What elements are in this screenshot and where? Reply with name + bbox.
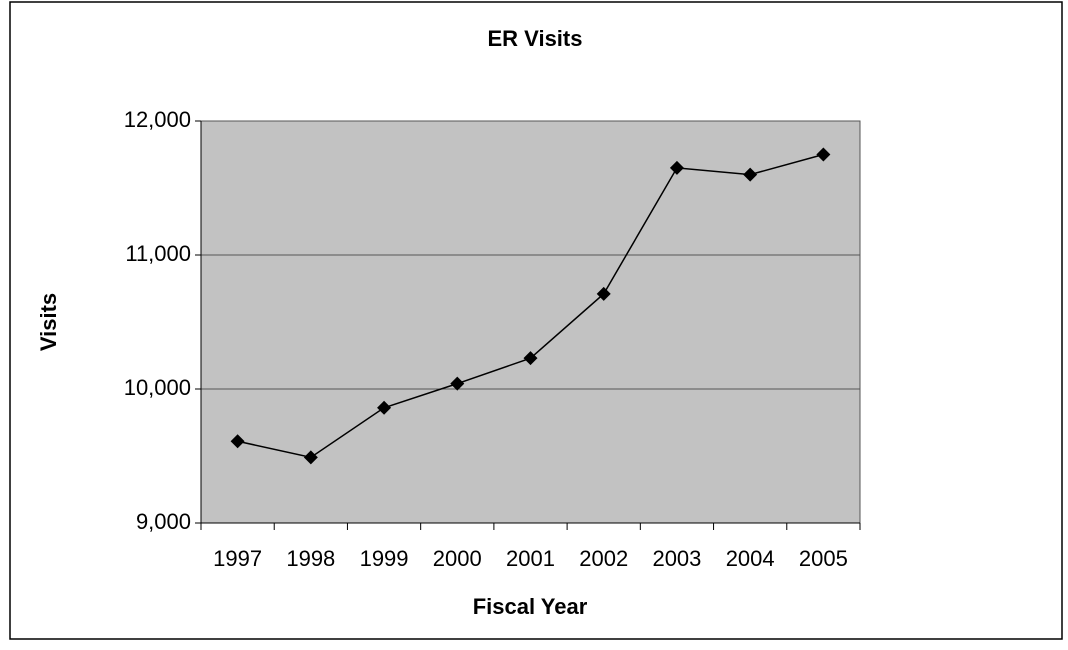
data-point [743,167,758,182]
data-point [377,400,392,415]
x-tick-label: 2002 [579,546,628,571]
x-tick-label: 1998 [286,546,335,571]
data-point [816,147,831,162]
y-tick-label: 9,000 [136,509,191,534]
chart-title: ER Visits [488,26,583,51]
x-tick-label: 2005 [799,546,848,571]
y-tick-label: 11,000 [125,241,191,266]
x-tick-label: 2000 [433,546,482,571]
y-tick-label: 10,000 [124,375,191,400]
data-point [230,434,245,449]
y-tick-label: 12,000 [124,107,191,132]
plot-area [200,120,861,524]
x-tick-label: 2001 [506,546,555,571]
data-point [303,450,318,465]
data-point [669,160,684,175]
data-point [596,286,611,301]
x-tick-label: 1999 [360,546,409,571]
x-tick-label: 2003 [652,546,701,571]
x-tick-label: 1997 [213,546,262,571]
x-tick-label: 2004 [726,546,775,571]
data-point [450,376,465,391]
y-axis-label: Visits [36,293,61,351]
data-point [523,351,538,366]
x-axis-label: Fiscal Year [473,594,588,619]
